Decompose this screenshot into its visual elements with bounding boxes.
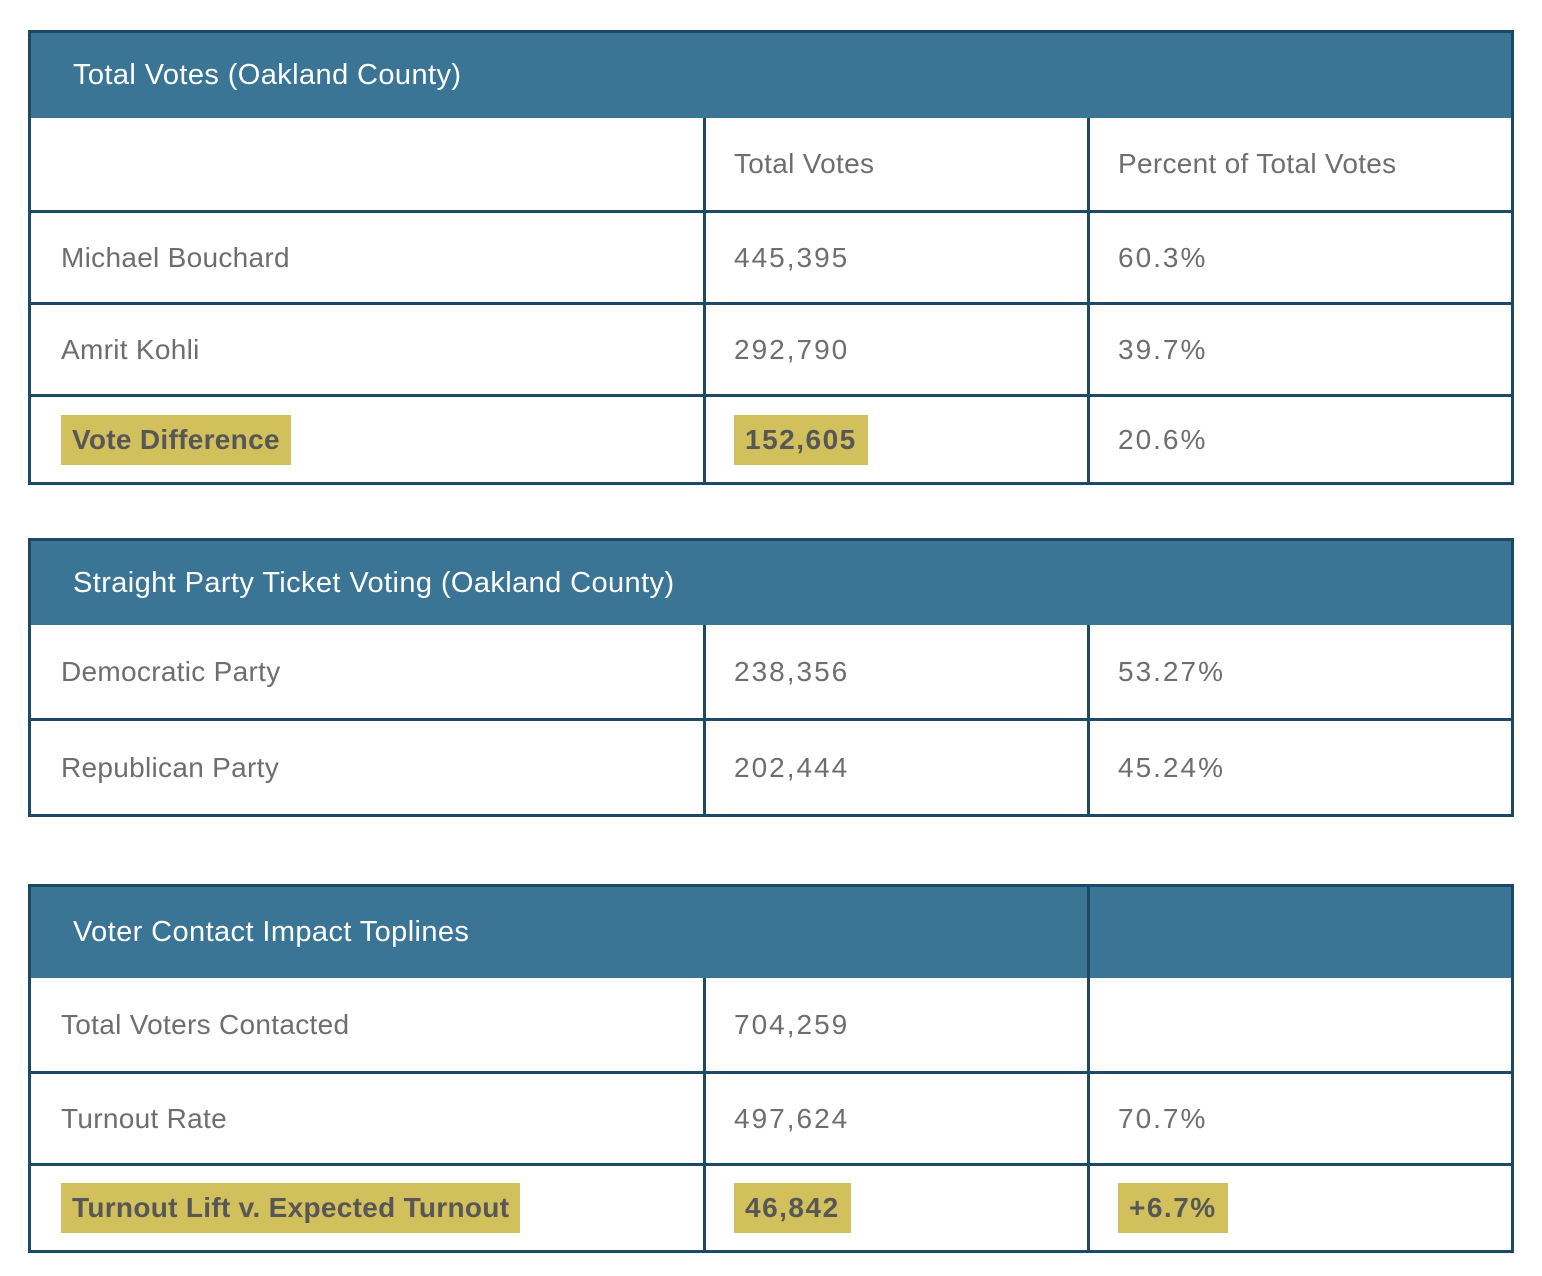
percent-value: 53.27% xyxy=(1118,655,1225,687)
percent-value: 20.6% xyxy=(1118,423,1208,455)
table-row-turnout-lift: Turnout Lift v. Expected Turnout 46,842 … xyxy=(31,1163,1511,1250)
table-row-total-voters-contacted: Total Voters Contacted 704,259 xyxy=(31,978,1511,1071)
straight-party-title: Straight Party Ticket Voting (Oakland Co… xyxy=(73,566,675,599)
row-label: Turnout Rate xyxy=(61,1102,227,1134)
percent-cell: 39.7% xyxy=(1087,305,1511,394)
total-votes-header-bar: Total Votes (Oakland County) xyxy=(31,33,1511,118)
row-label-cell: Republican Party xyxy=(31,721,703,814)
column-header-percent-label: Percent of Total Votes xyxy=(1118,148,1397,179)
highlighted-percent-value: +6.7% xyxy=(1118,1183,1228,1233)
percent-value: 39.7% xyxy=(1118,333,1208,365)
highlighted-votes-value: 152,605 xyxy=(734,414,868,465)
row-label-cell: Vote Difference xyxy=(31,397,703,482)
percent-cell: 45.24% xyxy=(1087,721,1511,814)
row-label-cell: Turnout Lift v. Expected Turnout xyxy=(31,1166,703,1250)
percent-cell: 53.27% xyxy=(1087,625,1511,718)
total-votes-title: Total Votes (Oakland County) xyxy=(73,59,462,91)
row-label-cell: Michael Bouchard xyxy=(31,213,703,302)
empty-header-cell xyxy=(31,118,703,210)
percent-value: 45.24% xyxy=(1118,751,1225,783)
row-label: Republican Party xyxy=(61,751,280,783)
straight-party-header-bar: Straight Party Ticket Voting (Oakland Co… xyxy=(31,541,1511,625)
voter-contact-table: Voter Contact Impact Toplines Total Vote… xyxy=(28,884,1514,1253)
percent-cell: 70.7% xyxy=(1087,1074,1511,1163)
total-votes-table: Total Votes (Oakland County) Total Votes… xyxy=(28,30,1514,485)
percent-cell: 60.3% xyxy=(1087,213,1511,302)
votes-cell: 445,395 xyxy=(703,213,1087,302)
votes-cell: 704,259 xyxy=(703,978,1087,1071)
row-label: Michael Bouchard xyxy=(61,241,290,273)
votes-value: 238,356 xyxy=(734,655,850,687)
votes-value: 292,790 xyxy=(734,333,850,365)
row-label-cell: Total Voters Contacted xyxy=(31,978,703,1071)
table-row-michael-bouchard: Michael Bouchard 445,395 60.3% xyxy=(31,210,1511,302)
votes-value: 704,259 xyxy=(734,1008,850,1040)
highlighted-row-label: Vote Difference xyxy=(61,414,291,465)
table-row-turnout-rate: Turnout Rate 497,624 70.7% xyxy=(31,1071,1511,1163)
row-label-cell: Amrit Kohli xyxy=(31,305,703,394)
header-empty-cell xyxy=(1087,887,1511,978)
straight-party-table: Straight Party Ticket Voting (Oakland Co… xyxy=(28,538,1514,817)
votes-cell: 292,790 xyxy=(703,305,1087,394)
column-header-row: Total Votes Percent of Total Votes xyxy=(31,118,1511,210)
column-header-percent: Percent of Total Votes xyxy=(1087,118,1511,210)
row-label: Democratic Party xyxy=(61,655,281,687)
table-row-republican-party: Republican Party 202,444 45.24% xyxy=(31,718,1511,814)
table-row-vote-difference: Vote Difference 152,605 20.6% xyxy=(31,394,1511,482)
column-header-total-votes-label: Total Votes xyxy=(734,148,875,179)
voter-contact-title: Voter Contact Impact Toplines xyxy=(73,916,470,948)
table-row-amrit-kohli: Amrit Kohli 292,790 39.7% xyxy=(31,302,1511,394)
percent-cell: +6.7% xyxy=(1087,1166,1511,1250)
votes-value: 497,624 xyxy=(734,1102,850,1134)
votes-cell: 46,842 xyxy=(703,1166,1087,1250)
row-label-cell: Democratic Party xyxy=(31,625,703,718)
highlighted-row-label: Turnout Lift v. Expected Turnout xyxy=(61,1183,521,1233)
row-label-cell: Turnout Rate xyxy=(31,1074,703,1163)
votes-cell: 497,624 xyxy=(703,1074,1087,1163)
row-label: Amrit Kohli xyxy=(61,333,200,365)
percent-value: 60.3% xyxy=(1118,241,1208,273)
table-row-democratic-party: Democratic Party 238,356 53.27% xyxy=(31,625,1511,718)
row-label: Total Voters Contacted xyxy=(61,1008,350,1040)
column-header-total-votes: Total Votes xyxy=(703,118,1087,210)
percent-cell: 20.6% xyxy=(1087,397,1511,482)
votes-cell: 152,605 xyxy=(703,397,1087,482)
votes-value: 202,444 xyxy=(734,751,850,783)
highlighted-votes-value: 46,842 xyxy=(734,1183,851,1233)
percent-value: 70.7% xyxy=(1118,1102,1208,1134)
votes-cell: 202,444 xyxy=(703,721,1087,814)
voter-contact-header-bar: Voter Contact Impact Toplines xyxy=(31,887,1511,978)
votes-cell: 238,356 xyxy=(703,625,1087,718)
percent-cell-empty xyxy=(1087,978,1511,1071)
votes-value: 445,395 xyxy=(734,241,850,273)
